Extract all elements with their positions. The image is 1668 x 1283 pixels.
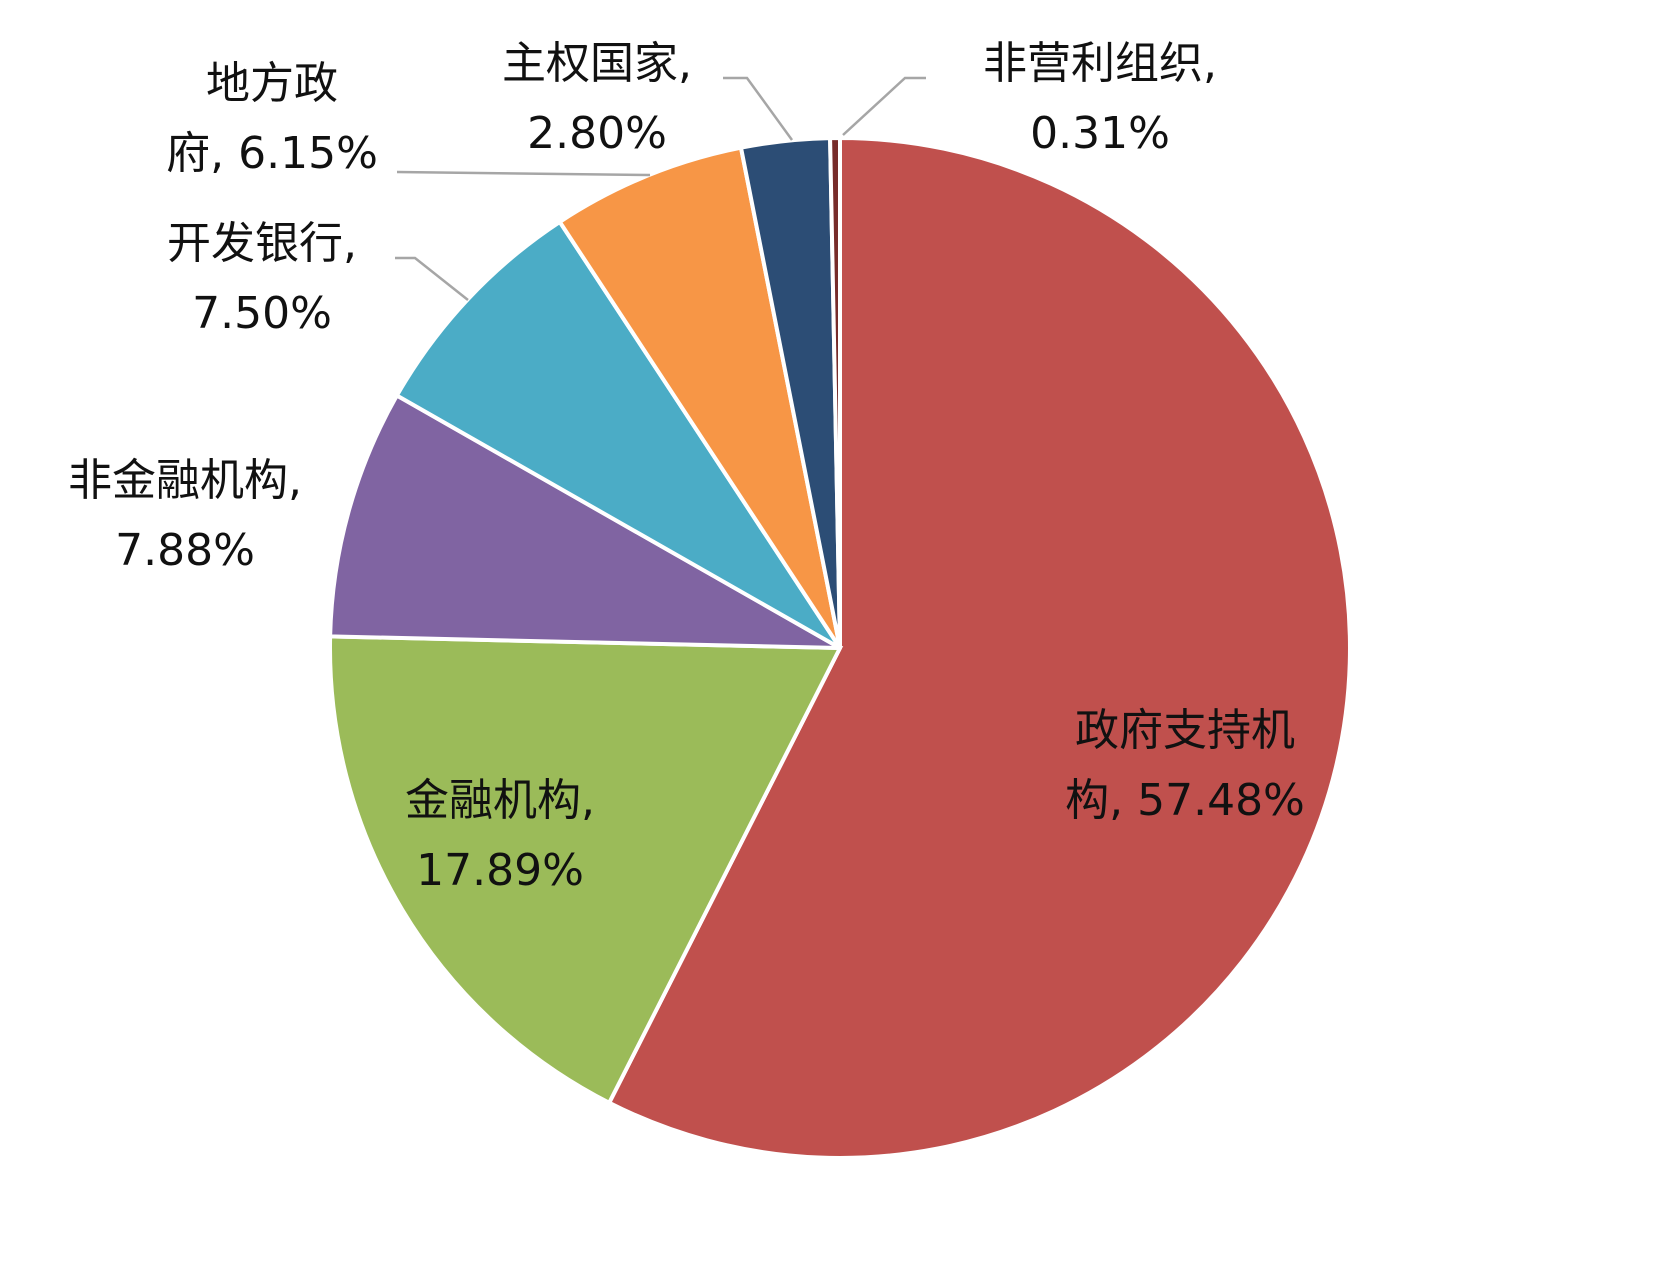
slice-label-5: 地方政府, 6.15% — [166, 58, 378, 179]
slice-label-line: 开发银行, — [167, 218, 357, 269]
slice-label-3: 非金融机构, 7.88% — [68, 455, 302, 576]
leader-line-5 — [396, 170, 651, 177]
slice-label-1: 政府支持机构, 57.48% — [1065, 705, 1305, 826]
pie-slice-2 — [328, 634, 844, 1106]
slice-label-line: 府, 6.15% — [166, 128, 378, 179]
slice-label-line: 构, 57.48% — [1065, 775, 1305, 826]
slice-label-line: 主权国家, — [502, 38, 692, 89]
leader-line-4 — [395, 256, 469, 301]
slice-label-line: 金融机构, — [405, 775, 595, 826]
labels-layer: 政府支持机构, 57.48% 金融机构, 17.89% 非金融机构, 7.88% 开发银行… — [68, 38, 1305, 896]
slice-label-line: 非营利组织, — [983, 38, 1217, 89]
pie-slice-1 — [606, 135, 1352, 1160]
slice-label-line: 地方政 — [206, 58, 338, 109]
slice-label-6: 主权国家, 2.80% — [502, 38, 692, 159]
slices-layer — [328, 135, 1352, 1160]
slice-label-line: 0.31% — [1030, 108, 1170, 159]
slice-label-2: 金融机构, 17.89% — [405, 775, 595, 896]
slice-label-line: 7.88% — [115, 525, 255, 576]
leader-line-7 — [842, 76, 926, 136]
slice-label-line: 政府支持机 — [1075, 705, 1295, 756]
pie-slice-3 — [328, 392, 841, 650]
slice-label-line: 非金融机构, — [68, 455, 302, 506]
slice-label-line: 17.89% — [416, 845, 584, 896]
slice-label-line: 7.50% — [192, 288, 332, 339]
slice-label-line: 2.80% — [527, 108, 667, 159]
leader-line-6 — [723, 76, 794, 141]
slice-label-7: 非营利组织, 0.31% — [983, 38, 1217, 159]
pie-slice-7 — [828, 135, 842, 649]
leader-lines-layer — [395, 76, 926, 301]
slice-label-4: 开发银行, 7.50% — [167, 218, 357, 339]
